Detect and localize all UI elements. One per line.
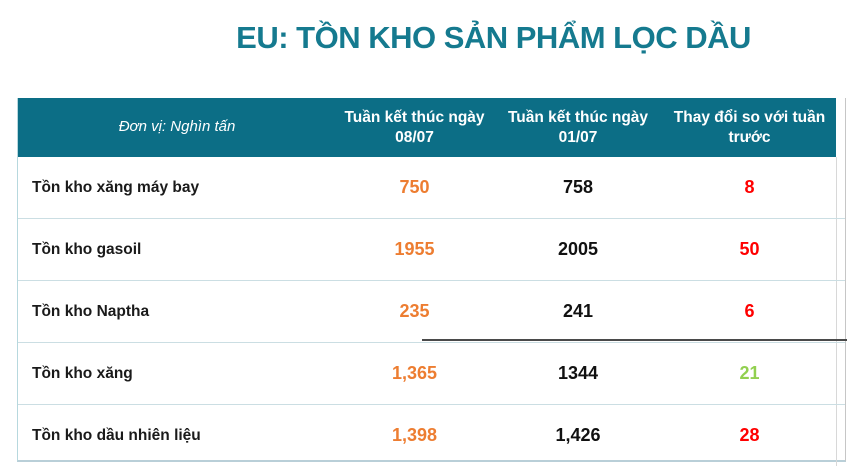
change-value-cell: 6 (663, 281, 836, 342)
table-row-fuel-oil: Tồn kho dầu nhiên liệu 1,398 1,426 28 (18, 404, 845, 466)
table-row-gasoil: Tồn kho gasoil 1955 2005 50 (18, 218, 845, 280)
spacer-cell (836, 281, 845, 342)
change-value-cell: 50 (663, 219, 836, 280)
page-title: EU: TỒN KHO SẢN PHẨM LỌC DẦU (236, 20, 751, 55)
header-line2: 08/07 (395, 128, 434, 146)
previous-week-value: 2005 (557, 239, 599, 259)
previous-week-value: 1344 (557, 363, 599, 383)
spacer-cell (836, 405, 845, 466)
previous-week-value: 1,426 (555, 425, 601, 445)
header-spacer-cell (836, 98, 845, 157)
change-value: 6 (744, 301, 755, 321)
table-row-naptha: Tồn kho Naptha 235 241 6 (18, 280, 845, 342)
current-week-value: 1955 (394, 239, 435, 259)
change-value-cell: 8 (663, 157, 836, 218)
inventory-table: Đơn vị: Nghìn tấn Tuần kết thúc ngày 08/… (17, 98, 847, 466)
change-value-cell: 28 (663, 405, 836, 466)
row-label: Tồn kho xăng (32, 364, 133, 382)
table-header-row: Đơn vị: Nghìn tấn Tuần kết thúc ngày 08/… (18, 98, 845, 157)
header-week-08-07: Tuần kết thúc ngày 08/07 (336, 98, 493, 157)
table-row-gasoline: Tồn kho xăng 1,365 1344 21 (18, 342, 845, 404)
change-value-cell: 21 (663, 343, 836, 404)
header-line2: trước (728, 128, 771, 146)
header-line2: 01/07 (558, 128, 598, 146)
header-line1: Tuần kết thúc ngày (344, 109, 485, 127)
row-label: Tồn kho xăng máy bay (32, 178, 200, 196)
header-change: Thay đổi so với tuần trước (663, 98, 836, 157)
header-line1: Thay đổi so với tuần (673, 109, 826, 127)
row-label: Tồn kho Naptha (32, 302, 150, 320)
spacer-cell (836, 219, 845, 280)
row-label: Tồn kho dầu nhiên liệu (32, 426, 201, 444)
change-value: 21 (739, 363, 760, 383)
dark-divider-artifact (422, 339, 847, 341)
current-week-value: 1,398 (391, 425, 438, 445)
header-week-01-07: Tuần kết thúc ngày 01/07 (493, 98, 663, 157)
unit-label-cell: Đơn vị: Nghìn tấn (18, 98, 336, 157)
change-value: 50 (739, 239, 760, 259)
unit-label: Đơn vị: Nghìn tấn (118, 118, 236, 136)
previous-week-value: 758 (562, 177, 594, 197)
change-value: 28 (739, 425, 760, 445)
spacer-cell (836, 157, 845, 218)
change-value: 8 (744, 177, 755, 197)
previous-week-value: 241 (562, 301, 594, 321)
table-row-jet-fuel: Tồn kho xăng máy bay 750 758 8 (18, 157, 845, 218)
header-line1: Tuần kết thúc ngày (507, 109, 649, 127)
spacer-cell (836, 343, 845, 404)
current-week-value: 750 (399, 177, 430, 197)
row-label: Tồn kho gasoil (32, 240, 142, 258)
current-week-value: 1,365 (391, 363, 438, 383)
current-week-value: 235 (399, 301, 430, 321)
